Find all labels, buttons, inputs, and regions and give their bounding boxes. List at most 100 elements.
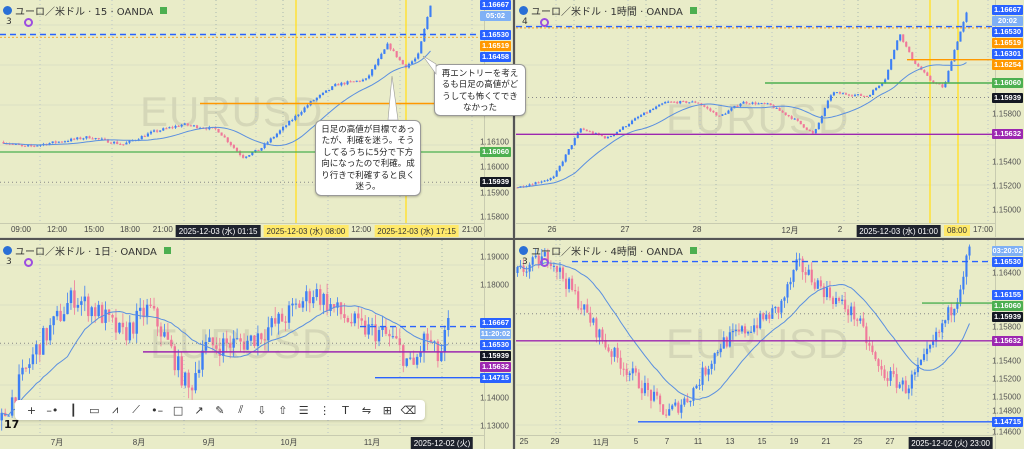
- vertical-line-icon[interactable]: ┃: [70, 403, 77, 417]
- candle-up: [383, 49, 386, 54]
- candle-down: [847, 94, 851, 96]
- moving-average-line: [1, 305, 449, 416]
- indicators-toggle[interactable]: 3: [6, 17, 33, 27]
- candle-up: [901, 380, 904, 385]
- candle-down: [929, 75, 932, 81]
- candle-down: [619, 357, 622, 369]
- indicator-count[interactable]: 4: [522, 17, 528, 27]
- trend-line-icon[interactable]: ⟋: [132, 403, 140, 416]
- candle-up: [277, 313, 280, 324]
- price-axis[interactable]: 1.190001.180001.150001.140001.130001.166…: [480, 240, 512, 449]
- date-range-icon[interactable]: ⇋: [361, 403, 372, 417]
- candle-down: [610, 351, 613, 357]
- time-tick-label: 27: [620, 225, 630, 234]
- horizontal-line-icon[interactable]: •–: [151, 403, 164, 417]
- candle-up: [546, 179, 549, 181]
- candle-up: [183, 372, 187, 386]
- price-tick-label: 1.15400: [992, 157, 1021, 167]
- candle-up: [380, 53, 383, 60]
- arrow-up-icon[interactable]: ⇧: [278, 403, 288, 417]
- arrow-line-icon[interactable]: ↗: [194, 403, 204, 417]
- candle-up: [898, 384, 901, 388]
- arrow-down-icon[interactable]: ⇩: [257, 403, 267, 417]
- symbol-title[interactable]: ユーロ／米ドル · 15 · OANDA: [15, 7, 154, 18]
- bar-countdown-badge: 20:02: [992, 16, 1023, 27]
- candle-up: [925, 348, 929, 355]
- symbol-title[interactable]: ユーロ／米ドル · 1日 · OANDA: [15, 247, 157, 258]
- time-axis[interactable]: 25 29 11月 5 7 11 13 15 19 21 25 27 2025-12-02 (火) 23…: [516, 435, 995, 449]
- indicator-count[interactable]: 3: [6, 257, 12, 267]
- indicator-count[interactable]: 3: [522, 257, 528, 267]
- candle-up: [922, 354, 926, 360]
- candle-up: [113, 141, 116, 144]
- path-icon[interactable]: ⩘: [112, 403, 119, 416]
- candle-down: [54, 141, 57, 143]
- symbol-title[interactable]: ユーロ／米ドル · 1時間 · OANDA: [531, 7, 683, 18]
- indicator-settings-icon[interactable]: [23, 17, 33, 27]
- callout-icon[interactable]: ▭: [89, 403, 100, 417]
- indicator-settings-icon[interactable]: [23, 257, 33, 267]
- price-chart-canvas[interactable]: [516, 240, 995, 435]
- candle-up: [69, 290, 73, 304]
- price-chart-canvas[interactable]: [0, 240, 484, 435]
- candle-up: [859, 318, 862, 321]
- candle-up: [689, 400, 692, 403]
- time-axis[interactable]: 09:00 12:00 15:00 18:00 21:00 2025-12-03 (水) …: [0, 223, 484, 237]
- price-range-icon[interactable]: ⋮: [319, 403, 331, 417]
- candle-up: [916, 364, 919, 373]
- price-axis[interactable]: 1.164001.158001.154001.152001.150001.166…: [992, 0, 1024, 237]
- brush-icon[interactable]: ✎: [215, 403, 225, 417]
- candle-down: [577, 291, 580, 309]
- panel-divider-vertical[interactable]: [513, 0, 515, 449]
- candle-up: [841, 299, 844, 301]
- grid-tool-icon[interactable]: ⊞: [382, 403, 393, 417]
- candle-up: [35, 344, 38, 355]
- text-icon[interactable]: T: [342, 403, 349, 417]
- panel-divider-horizontal[interactable]: [0, 238, 1024, 240]
- indicators-toggle[interactable]: 3: [6, 257, 33, 267]
- eraser-icon[interactable]: ⌫: [400, 403, 417, 417]
- candle-up: [816, 280, 819, 289]
- annotation-callout-take-profit[interactable]: 日足の高値が目標であったが、利確を迷う。そうしてるうちに5分で下方向になったので…: [315, 120, 421, 196]
- chart-panel-1[interactable]: EURUSD ユーロ／米ドル · 15 · OANDA 3 1.16100 1.1600…: [0, 0, 512, 237]
- price-axis[interactable]: 1.16100 1.16000 1.15900 1.15800 1.16667 05:02…: [480, 0, 512, 237]
- candle-up: [674, 402, 677, 406]
- candle-down: [622, 368, 625, 370]
- candle-down: [392, 49, 395, 52]
- indicator-count[interactable]: 3: [6, 17, 12, 27]
- indicator-settings-icon[interactable]: [539, 257, 549, 267]
- parallel-channel-icon[interactable]: ⫽: [238, 403, 244, 416]
- candle-up: [355, 80, 358, 82]
- price-chart-canvas[interactable]: [516, 0, 995, 223]
- candle-down: [685, 101, 688, 103]
- candle-down: [646, 112, 649, 114]
- fib-retracement-icon[interactable]: ☰: [298, 403, 309, 417]
- time-axis[interactable]: 7月 8月 9月 10月 11月 2025-12-02 (火): [0, 435, 484, 449]
- candle-up: [331, 86, 334, 90]
- candle-up: [893, 49, 896, 60]
- candle-down: [589, 312, 592, 323]
- chart-panel-4[interactable]: EURUSD ユーロ／米ドル · 4時間 · OANDA 3 1.16400 1.158…: [516, 240, 1024, 449]
- symbol-title[interactable]: ユーロ／米ドル · 4時間 · OANDA: [531, 247, 683, 258]
- indicators-toggle[interactable]: 3: [522, 257, 549, 267]
- candle-up: [278, 130, 282, 134]
- price-label-badge: 1.16060: [992, 300, 1023, 311]
- time-axis[interactable]: 26 27 28 12月 2 2025-12-03 (水) 01:00 08:00 17:00: [516, 223, 995, 237]
- candle-up: [710, 363, 713, 369]
- candle-down: [350, 321, 353, 324]
- candle-down: [159, 326, 163, 337]
- time-tick-label: 15: [757, 437, 767, 446]
- candle-down: [805, 127, 808, 130]
- horizontal-ray-icon[interactable]: –•: [46, 403, 59, 417]
- annotation-callout-reentry[interactable]: 再エントリーを考えるも日足の高値がどうしても怖くてできなかった: [434, 64, 526, 116]
- indicator-settings-icon[interactable]: [539, 17, 549, 27]
- rectangle-icon[interactable]: □: [172, 403, 184, 417]
- price-axis[interactable]: 1.16400 1.15800 1.15400 1.15200 1.15000 1.148…: [992, 240, 1024, 449]
- time-tick-label: 25: [519, 437, 529, 446]
- price-label-badge: 1.15632: [480, 361, 511, 372]
- candle-up: [52, 316, 55, 326]
- indicators-toggle[interactable]: 4: [522, 17, 549, 27]
- crosshair-icon[interactable]: +: [26, 403, 37, 417]
- candle-up: [835, 92, 838, 94]
